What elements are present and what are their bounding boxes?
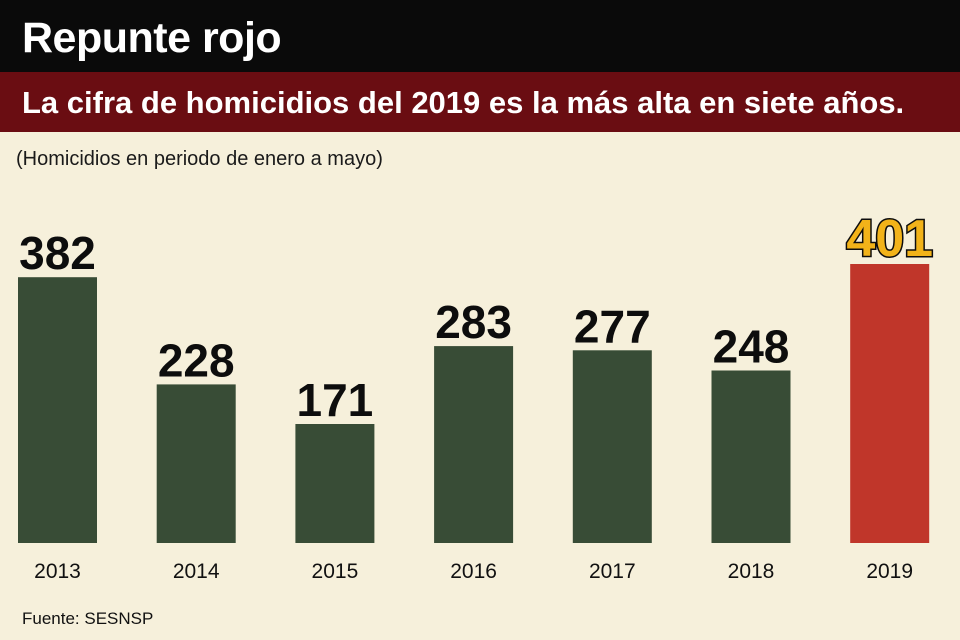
- x-tick-label-2017: 2017: [589, 560, 636, 583]
- chart-note: (Homicidios en periodo de enero a mayo): [16, 148, 383, 170]
- bar-2015: [295, 424, 375, 543]
- x-tick-label-2016: 2016: [450, 560, 497, 583]
- value-label-2014: 228: [158, 334, 235, 386]
- value-label-2019: 401: [846, 210, 933, 268]
- x-tick-label-2019: 2019: [866, 560, 913, 583]
- x-tick-label-2018: 2018: [728, 560, 775, 583]
- x-tick-label-2015: 2015: [312, 560, 359, 583]
- bar-2017: [572, 350, 652, 543]
- bar-2014: [156, 384, 236, 543]
- value-label-2013: 382: [19, 227, 96, 279]
- value-label-2016: 283: [435, 296, 512, 348]
- page-title: Repunte rojo: [22, 14, 282, 62]
- header-subtitle-bar: La cifra de homicidios del 2019 es la má…: [0, 72, 960, 132]
- header-title-bar: Repunte rojo: [0, 0, 960, 72]
- bar-2018: [711, 370, 791, 543]
- value-label-2018: 248: [713, 321, 790, 373]
- bar-chart: 382 2013 228 2014 171 2015 283 2016 277 2017 248 20…: [18, 209, 935, 583]
- value-label-2015: 171: [297, 374, 374, 426]
- x-tick-label-2013: 2013: [34, 560, 81, 583]
- x-tick-label-2014: 2014: [173, 560, 220, 583]
- page-subtitle: La cifra de homicidios del 2019 es la má…: [22, 85, 905, 120]
- value-label-2017: 277: [574, 300, 651, 352]
- bar-2013: [18, 277, 97, 543]
- bar-2019: [850, 264, 930, 543]
- source-credit: Fuente: SESNSP: [22, 609, 154, 628]
- bar-2016: [434, 346, 514, 543]
